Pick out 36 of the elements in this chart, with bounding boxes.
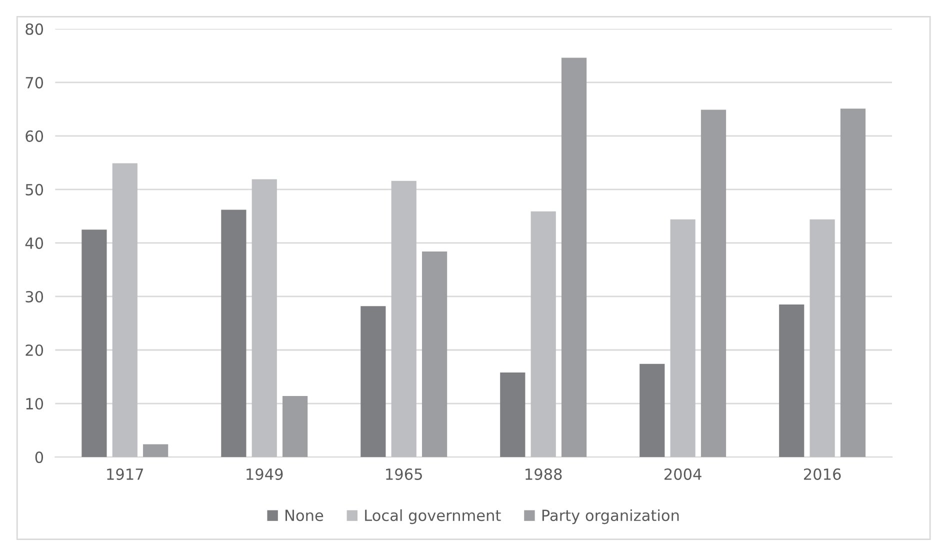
x-tick-label: 1917 — [107, 468, 144, 480]
legend-label: Party organization — [542, 509, 679, 524]
bar — [143, 444, 168, 458]
y-tick-label: 50 — [26, 184, 44, 196]
bar — [221, 210, 246, 458]
bar — [391, 180, 416, 458]
y-tick-label: 80 — [26, 23, 44, 35]
bar — [640, 364, 665, 458]
y-tick-label: 20 — [26, 344, 44, 356]
bar — [282, 396, 308, 458]
bar — [500, 372, 526, 458]
y-tick-label: 0 — [35, 451, 44, 464]
x-tick-label: 1965 — [386, 468, 422, 480]
bar — [112, 163, 138, 458]
y-tick-label: 60 — [26, 130, 44, 142]
bar — [82, 230, 107, 458]
y-tick-label: 10 — [26, 398, 44, 410]
y-tick-label: 70 — [26, 76, 44, 88]
x-tick-label: 1949 — [246, 468, 283, 480]
x-tick-label: 2004 — [664, 468, 702, 480]
bar — [670, 219, 696, 458]
y-tick-label: 30 — [26, 290, 44, 303]
legend-label: None — [286, 510, 324, 522]
bar — [700, 110, 726, 458]
bar — [422, 252, 448, 458]
bar — [779, 304, 804, 458]
bar — [530, 211, 556, 458]
bar — [840, 108, 866, 458]
bar — [252, 179, 277, 458]
bar — [810, 219, 835, 458]
bar — [360, 306, 386, 458]
x-tick-label: 2016 — [804, 468, 841, 480]
x-tick-label: 1988 — [526, 468, 562, 480]
y-tick-label: 40 — [25, 237, 44, 249]
legend-label: Local government — [365, 509, 501, 524]
bar — [561, 58, 587, 458]
